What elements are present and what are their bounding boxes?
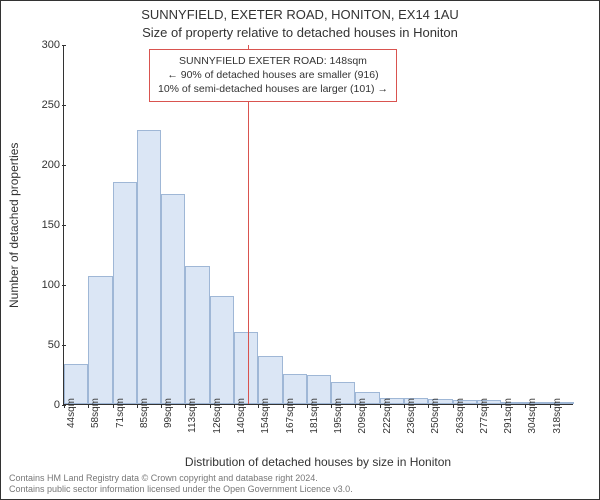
x-tick-label: 263sqm <box>455 398 466 434</box>
chart-container: SUNNYFIELD, EXETER ROAD, HONITON, EX14 1… <box>0 0 600 500</box>
y-tick: 200 <box>32 159 60 171</box>
x-tick-mark <box>525 404 526 408</box>
y-axis-label: Number of detached properties <box>7 45 21 405</box>
y-tick: 300 <box>32 39 60 51</box>
x-tick-label: 167sqm <box>285 398 296 434</box>
x-tick-label: 236sqm <box>406 398 417 434</box>
x-tick-label: 85sqm <box>139 398 150 428</box>
annot-line-1: SUNNYFIELD EXETER ROAD: 148sqm <box>158 54 388 68</box>
x-tick-mark <box>64 404 65 408</box>
y-tick: 250 <box>32 99 60 111</box>
x-tick-mark <box>307 404 308 408</box>
x-tick-mark <box>161 404 162 408</box>
histogram-bar <box>258 356 282 404</box>
histogram-bar <box>88 276 112 404</box>
x-tick-mark <box>355 404 356 408</box>
footer-line-1: Contains HM Land Registry data © Crown c… <box>9 473 353 484</box>
chart-title-primary: SUNNYFIELD, EXETER ROAD, HONITON, EX14 1… <box>1 7 599 22</box>
x-tick-label: 277sqm <box>479 398 490 434</box>
x-tick-mark <box>404 404 405 408</box>
x-tick-mark <box>380 404 381 408</box>
x-axis-label: Distribution of detached houses by size … <box>63 455 573 469</box>
x-tick-label: 58sqm <box>90 398 101 428</box>
x-tick-mark <box>331 404 332 408</box>
histogram-bar <box>137 130 161 404</box>
x-tick-mark <box>477 404 478 408</box>
x-tick-label: 113sqm <box>187 398 198 433</box>
y-tick: 150 <box>32 219 60 231</box>
x-tick-label: 44sqm <box>66 398 77 428</box>
x-tick-mark <box>428 404 429 408</box>
annot-line-2: ← 90% of detached houses are smaller (91… <box>158 68 388 82</box>
x-tick-label: 291sqm <box>503 398 514 434</box>
histogram-bar <box>210 296 234 404</box>
x-tick-mark <box>185 404 186 408</box>
histogram-bar <box>113 182 137 404</box>
histogram-bar <box>161 194 185 404</box>
x-tick-label: 195sqm <box>333 398 344 434</box>
x-tick-mark <box>113 404 114 408</box>
annot-line-3: 10% of semi-detached houses are larger (… <box>158 82 388 96</box>
x-tick-mark <box>501 404 502 408</box>
x-tick-mark <box>258 404 259 408</box>
y-tick: 0 <box>32 399 60 411</box>
histogram-bar <box>234 332 258 404</box>
x-tick-label: 318sqm <box>552 398 563 434</box>
x-tick-label: 250sqm <box>430 398 441 434</box>
x-tick-label: 99sqm <box>163 398 174 428</box>
x-tick-mark <box>550 404 551 408</box>
chart-title-secondary: Size of property relative to detached ho… <box>1 25 599 40</box>
footer-attribution: Contains HM Land Registry data © Crown c… <box>9 473 353 495</box>
x-tick-mark <box>283 404 284 408</box>
plot-area: 05010015020025030044sqm58sqm71sqm85sqm99… <box>63 45 573 405</box>
x-tick-label: 71sqm <box>115 398 126 428</box>
x-tick-label: 181sqm <box>309 398 320 434</box>
y-tick: 50 <box>32 339 60 351</box>
annotation-box: SUNNYFIELD EXETER ROAD: 148sqm← 90% of d… <box>149 49 397 102</box>
x-tick-mark <box>453 404 454 408</box>
y-tick: 100 <box>32 279 60 291</box>
x-tick-mark <box>234 404 235 408</box>
footer-line-2: Contains public sector information licen… <box>9 484 353 495</box>
x-tick-mark <box>210 404 211 408</box>
x-tick-mark <box>137 404 138 408</box>
histogram-bar <box>185 266 209 404</box>
x-tick-label: 140sqm <box>236 398 247 434</box>
x-tick-label: 126sqm <box>212 398 223 434</box>
x-tick-label: 154sqm <box>260 398 271 434</box>
x-tick-label: 209sqm <box>357 398 368 434</box>
x-tick-label: 304sqm <box>527 398 538 434</box>
x-tick-mark <box>88 404 89 408</box>
x-tick-label: 222sqm <box>382 398 393 434</box>
